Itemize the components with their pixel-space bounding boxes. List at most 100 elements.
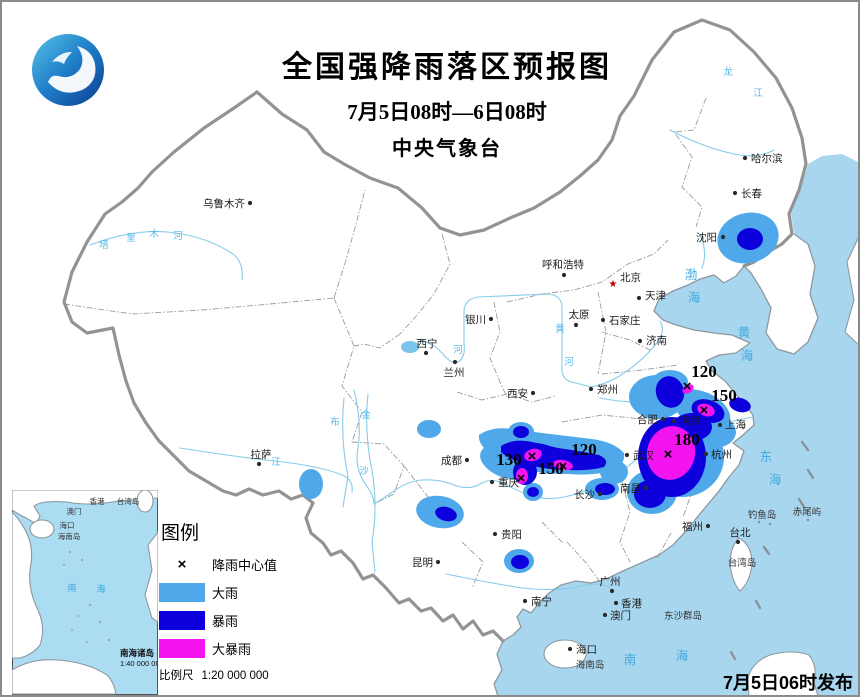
scale-label: 比例尺	[159, 670, 194, 682]
inset-hainan	[29, 519, 55, 539]
inset-philippines	[144, 531, 158, 623]
city-label: 济南	[646, 334, 667, 347]
sea-label: 渤	[685, 267, 698, 282]
city-label: 哈尔滨	[751, 152, 783, 165]
city-dot	[705, 523, 711, 529]
forecast-period: 7月5日08时—6日08时	[347, 100, 547, 124]
sea-label: 东	[760, 450, 773, 464]
sea-name-labels: 渤海黄海东海南海	[624, 267, 782, 667]
city-dot	[530, 390, 536, 396]
city-label: 澳门	[610, 609, 631, 622]
legend-row-heavy-rain: 大雨	[159, 583, 295, 602]
rain-center-value: 130	[496, 450, 522, 469]
inset-borneo	[12, 659, 117, 695]
city-dot	[609, 588, 615, 594]
logo-dragon-head	[52, 52, 72, 64]
city-dot	[613, 600, 619, 606]
title-block: 全国强降雨落区预报图 7月5日08时—6日08时 中央气象台	[227, 42, 667, 161]
page-title: 全国强降雨落区预报图	[282, 51, 612, 84]
city-dot	[573, 322, 579, 328]
city-label: 西宁	[417, 337, 438, 350]
city-dot	[488, 316, 494, 322]
legend-title: 图例	[161, 523, 200, 544]
city-label: 重庆	[498, 476, 519, 489]
rain-center-x-icon: ×	[700, 402, 709, 419]
city-label: 广州	[600, 576, 621, 588]
city-label: 长沙	[574, 489, 595, 501]
city-dot	[256, 461, 262, 467]
city-label: 南昌	[620, 482, 641, 495]
river-label: 河	[453, 344, 463, 356]
legend-row-center: × 降雨中心值	[159, 555, 295, 574]
city-label: 呼和浩特	[542, 259, 584, 271]
rain-center-value: 150	[538, 459, 564, 478]
city-dot	[735, 539, 741, 545]
city-dot	[636, 295, 642, 301]
cma-logo	[32, 34, 104, 106]
city-label: 郑州	[597, 383, 618, 396]
city-label: 西安	[507, 387, 528, 400]
logo-dragon-swirl	[48, 46, 96, 93]
rainstorm-label: 暴雨	[212, 614, 239, 629]
city-label: 海口	[576, 643, 597, 656]
legend-row-heavy-rainstorm: 大暴雨	[159, 639, 295, 658]
city-label: 成都	[441, 455, 462, 467]
city-dot	[247, 200, 253, 206]
city-label: 长春	[741, 188, 762, 200]
rainfall-center-markers: ×120×150×180×130×150×120	[496, 362, 737, 487]
city-dot	[452, 359, 458, 365]
sea-label: 南	[624, 652, 637, 667]
city-label: 福州	[682, 520, 703, 533]
china-landmass	[64, 20, 806, 641]
legend-row-rainstorm: 暴雨	[159, 611, 295, 630]
city-dot	[624, 452, 630, 458]
city-dot	[489, 479, 495, 485]
sea-label: 黄	[738, 326, 751, 340]
river-label: 黄	[555, 323, 565, 335]
inset-place-label: 香港	[90, 496, 105, 506]
sea-label: 海	[741, 348, 754, 363]
river-label: 里	[126, 233, 136, 244]
issuing-agency: 中央气象台	[392, 138, 502, 160]
river-label: 沙	[359, 466, 369, 477]
city-dot	[588, 386, 594, 392]
city-dot	[602, 612, 608, 618]
city-label: 北京	[620, 271, 641, 284]
city-label: 台北	[730, 526, 751, 539]
rain-center-value: 120	[571, 440, 597, 459]
river-label: 江	[753, 88, 763, 99]
islands	[543, 237, 858, 695]
city-dot	[637, 338, 643, 344]
river-label: 塔	[99, 239, 109, 251]
sea-label: 海	[676, 648, 689, 663]
japan-edge	[844, 237, 858, 345]
sea-area	[494, 154, 858, 695]
city-dot	[567, 646, 573, 652]
city-dot	[561, 272, 567, 278]
island-label: 海南岛	[576, 659, 605, 671]
release-timestamp: 7月5日06时发布	[722, 673, 853, 693]
city-label: 天津	[645, 290, 666, 302]
river-label: 金	[361, 409, 371, 421]
river-label: 河	[564, 356, 574, 368]
national-border-south	[62, 90, 505, 643]
luzon-island	[747, 651, 819, 695]
rain-zone-heavy-rainstorm	[516, 384, 715, 484]
rain-center-value: 180	[674, 430, 700, 449]
city-label: 太原	[569, 308, 590, 321]
sea-label: 海	[688, 290, 701, 305]
city-dot	[643, 485, 649, 491]
rain-center-value: 120	[691, 362, 717, 381]
city-dot	[732, 190, 738, 196]
legend-center-label: 降雨中心值	[212, 558, 278, 573]
city-dot	[435, 559, 441, 565]
city-label: 贵阳	[501, 528, 522, 541]
inset-scale: 1:40 000 000	[120, 659, 158, 668]
rainstorm-swatch	[159, 611, 205, 630]
city-label: 南京	[680, 414, 701, 427]
heavy-rainstorm-swatch	[159, 639, 205, 658]
rain-center-x-icon: ×	[683, 378, 692, 395]
vietnam-coast	[493, 640, 504, 695]
city-label: 香港	[621, 598, 642, 610]
